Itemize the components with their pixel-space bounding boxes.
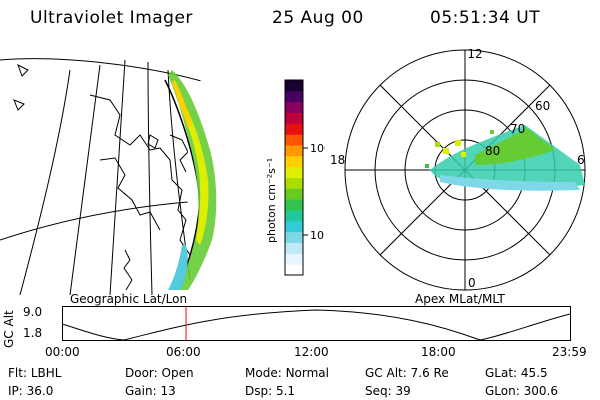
- mlt-6-label: 6: [577, 153, 585, 167]
- colorbar-swatch: [285, 80, 303, 92]
- mlat-70-label: 70: [510, 122, 525, 136]
- seq-value: 39: [395, 384, 411, 398]
- colorbar-tick-10: 10: [310, 229, 324, 242]
- colorbar-tick-100: 100: [310, 142, 325, 155]
- instrument-title: Ultraviolet Imager: [30, 8, 193, 28]
- colorbar-swatch: [285, 166, 303, 178]
- mlt-0-label: 0: [468, 276, 476, 290]
- colorbar-swatch: [285, 101, 303, 113]
- tick-1800: 18:00: [421, 345, 456, 359]
- altitude-curve: [62, 309, 571, 341]
- colorbar-swatch: [285, 177, 303, 189]
- colorbar-swatch: [285, 220, 303, 233]
- polar-plot: 12 18 6 0 60 70 80: [330, 47, 586, 291]
- timeline-plot: [62, 306, 571, 341]
- geographic-map: [0, 58, 217, 295]
- info-mode: Mode: Normal: [245, 366, 329, 380]
- tick-2359: 23:59: [552, 345, 587, 359]
- gcalt-value: 7.6 Re: [410, 366, 449, 380]
- mlt-18-label: 18: [330, 153, 345, 167]
- colorbar-swatch: [285, 112, 303, 124]
- coastline: [89, 94, 191, 286]
- tick-0600: 06:00: [166, 345, 201, 359]
- info-glat: GLat: 45.5: [485, 366, 548, 380]
- colorbar-swatch: [285, 199, 303, 211]
- mlat-60-label: 60: [535, 99, 550, 113]
- colorbar-swatch: [285, 145, 303, 157]
- gain-value: 13: [160, 384, 176, 398]
- timeline-ymax: 9.0: [23, 305, 43, 319]
- colorbar: 100 10 photon cm⁻²s⁻¹: [265, 79, 325, 276]
- colorbar-swatch: [285, 123, 303, 135]
- colorbar-swatch: [285, 90, 303, 103]
- door-value: Open: [161, 366, 194, 380]
- info-flt: Flt: LBHL: [8, 366, 62, 380]
- colorbar-swatch: [285, 253, 303, 265]
- mlat-80-label: 80: [485, 144, 500, 158]
- flt-value: LBHL: [30, 366, 62, 380]
- time-label: 05:51:34 UT: [430, 8, 541, 28]
- colorbar-swatch: [285, 134, 303, 146]
- colorbar-swatch: [285, 188, 303, 200]
- geo-panel-label: Geographic Lat/Lon: [70, 292, 188, 306]
- info-glon: GLon: 300.6: [485, 384, 558, 398]
- glat-value: 45.5: [520, 366, 548, 380]
- mlt-12-label: 12: [467, 47, 482, 61]
- colorbar-swatch: [285, 231, 303, 243]
- colorbar-swatch: [285, 264, 303, 276]
- colorbar-swatch: [285, 155, 303, 168]
- info-seq: Seq: 39: [365, 384, 411, 398]
- mode-value: Normal: [285, 366, 329, 380]
- colorbar-unit-label: photon cm⁻²s⁻¹: [265, 158, 278, 243]
- timeline-ylabel: GC Alt: [2, 310, 16, 348]
- tick-1200: 12:00: [294, 345, 329, 359]
- polar-panel-label: Apex MLat/MLT: [415, 292, 505, 306]
- info-gain: Gain: 13: [125, 384, 176, 398]
- timeline-ymin: 1.8: [23, 326, 43, 340]
- glon-value: 300.6: [523, 384, 558, 398]
- colorbar-swatch: [285, 210, 303, 222]
- info-door: Door: Open: [125, 366, 194, 380]
- info-gcalt: GC Alt: 7.6 Re: [365, 366, 449, 380]
- info-ip: IP: 36.0: [8, 384, 54, 398]
- ip-value: 36.0: [26, 384, 54, 398]
- info-dsp: Dsp: 5.1: [245, 384, 296, 398]
- tick-0000: 00:00: [45, 345, 80, 359]
- aurora-emission: [168, 70, 217, 290]
- date-label: 25 Aug 00: [272, 8, 364, 28]
- colorbar-swatch: [285, 242, 303, 254]
- dsp-value: 5.1: [275, 384, 296, 398]
